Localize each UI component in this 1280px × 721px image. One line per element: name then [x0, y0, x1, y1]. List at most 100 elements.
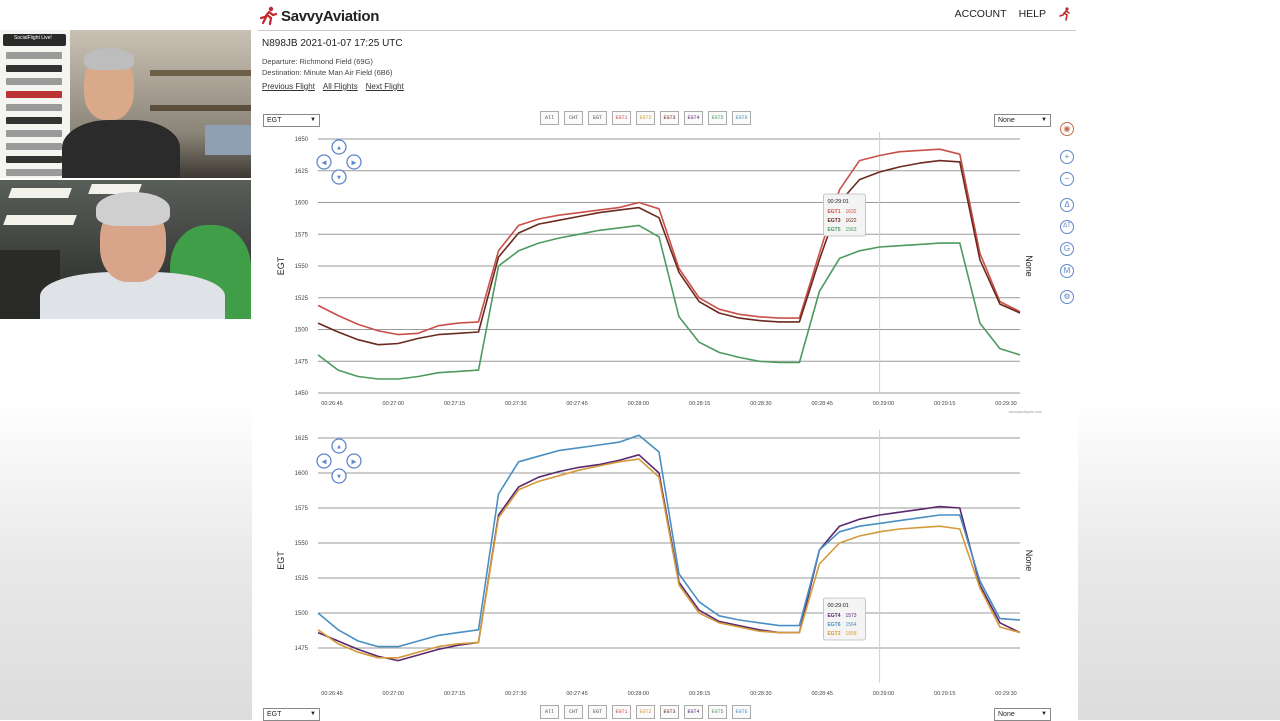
series-button-egt3[interactable]: EGT3 — [660, 111, 679, 125]
delta-icon[interactable]: Δ — [1060, 198, 1074, 212]
g-icon[interactable]: G — [1060, 242, 1074, 256]
y-tick-label: 1625 — [295, 436, 309, 442]
m-icon[interactable]: M — [1060, 264, 1074, 278]
all-flights-link[interactable]: All Flights — [322, 82, 358, 91]
series-button-egt2[interactable]: EGT2 — [636, 111, 655, 125]
right-axis-select[interactable]: None ▼ — [994, 114, 1051, 127]
pan-controls: ▲ ◀ ▶ ▼ — [316, 438, 362, 484]
pan-up-icon[interactable]: ▲ — [331, 139, 347, 155]
x-tick-label: 00:28:15 — [689, 691, 710, 697]
x-tick-label: 00:28:30 — [750, 691, 771, 697]
y-tick-label: 1650 — [295, 137, 309, 143]
destination-text: Destination: Minute Man Air Field (6B6) — [262, 68, 393, 77]
y-tick-label: 1625 — [295, 169, 309, 175]
series-toggle-buttons-bottom: All CHT EGT EGT1 EGT2 EGT3 EGT4 EGT5 EGT6 — [540, 705, 751, 719]
savvyaviation-logo[interactable]: SavvyAviation — [258, 6, 379, 26]
pan-up-icon[interactable]: ▲ — [331, 438, 347, 454]
x-tick-label: 00:26:45 — [321, 691, 342, 697]
chevron-down-icon: ▼ — [1041, 117, 1047, 123]
pan-right-icon[interactable]: ▶ — [346, 154, 362, 170]
y-tick-label: 1475 — [295, 646, 309, 652]
series-line-egt2 — [317, 458, 1021, 659]
chevron-down-icon: ▼ — [310, 711, 316, 717]
left-axis-select[interactable]: EGT ▼ — [263, 114, 320, 127]
x-tick-label: 00:27:45 — [566, 401, 587, 407]
zoom-out-icon[interactable]: − — [1060, 172, 1074, 186]
series-button-all[interactable]: All — [540, 111, 559, 125]
series-button-egt1[interactable]: EGT1 — [612, 705, 631, 719]
x-tick-label: 00:28:00 — [628, 401, 649, 407]
pan-down-icon[interactable]: ▼ — [331, 169, 347, 185]
series-button-egt3[interactable]: EGT3 — [660, 705, 679, 719]
series-button-egt5[interactable]: EGT5 — [708, 111, 727, 125]
series-toggle-buttons: All CHT EGT EGT1 EGT2 EGT3 EGT4 EGT5 EGT6 — [540, 111, 751, 125]
y-tick-label: 1475 — [295, 359, 309, 365]
right-axis-select-bottom[interactable]: None ▼ — [994, 708, 1051, 721]
sponsor-panel: SocialFlight Live! — [0, 30, 70, 178]
x-tick-label: 00:29:30 — [995, 691, 1016, 697]
next-flight-link[interactable]: Next Flight — [365, 82, 404, 91]
x-tick-label: 00:28:00 — [628, 691, 649, 697]
y-axis-label: EGT — [276, 256, 286, 275]
series-button-egt1[interactable]: EGT1 — [612, 111, 631, 125]
tooltip-series-name: EGT4 — [827, 613, 840, 619]
series-button-cht[interactable]: CHT — [564, 111, 583, 125]
pan-left-icon[interactable]: ◀ — [316, 453, 332, 469]
pan-left-icon[interactable]: ◀ — [316, 154, 332, 170]
logo-text: SavvyAviation — [281, 7, 380, 25]
x-tick-label: 00:27:45 — [566, 691, 587, 697]
egt-chart-bottom[interactable]: 1475 1500 1525 1550 1575 1600 1625 00:26:45 00:2… — [262, 426, 1062, 698]
left-axis-select-value: EGT — [267, 117, 282, 124]
tooltip-series-value: 1632 — [845, 209, 856, 215]
x-tick-label: 00:26:45 — [321, 401, 342, 407]
y-tick-label: 1525 — [295, 576, 309, 582]
x-tick-label: 00:27:00 — [383, 691, 404, 697]
y-tick-label: 1500 — [295, 328, 309, 334]
egt-chart-top[interactable]: 1450 1475 1500 1525 1550 1575 1600 1625 1650 00:2… — [262, 132, 1062, 417]
socialflight-logo — [3, 34, 66, 46]
tooltip-series-value: 1564 — [845, 622, 856, 628]
zoom-in-icon[interactable]: + — [1060, 150, 1074, 164]
pan-down-icon[interactable]: ▼ — [331, 468, 347, 484]
right-axis-select-bottom-value: None — [998, 711, 1015, 718]
watermark: savvyanalysis.com — [1009, 409, 1043, 414]
x-tick-label: 00:29:15 — [934, 401, 955, 407]
y-tick-label: 1525 — [295, 296, 309, 302]
series-button-egt4[interactable]: EGT4 — [684, 705, 703, 719]
svg-text:▼: ▼ — [336, 474, 342, 481]
tooltip-series-value: 1563 — [845, 227, 856, 233]
webcam-tile-host: SocialFlight Live! — [0, 30, 251, 178]
series-line-egt4 — [317, 453, 1021, 662]
series-line-egt1 — [317, 148, 1021, 336]
pan-right-icon[interactable]: ▶ — [346, 453, 362, 469]
help-link[interactable]: HELP — [1018, 8, 1046, 20]
series-button-egt4[interactable]: EGT4 — [684, 111, 703, 125]
series-button-all[interactable]: All — [540, 705, 559, 719]
series-button-egt2[interactable]: EGT2 — [636, 705, 655, 719]
header-divider — [258, 30, 1076, 31]
tooltip-series-name: EGT2 — [827, 631, 840, 637]
previous-flight-link[interactable]: Previous Flight — [262, 82, 315, 91]
svg-text:▶: ▶ — [352, 459, 358, 466]
series-button-egt5[interactable]: EGT5 — [708, 705, 727, 719]
account-link[interactable]: ACCOUNT — [954, 8, 1007, 20]
series-button-egt6[interactable]: EGT6 — [732, 705, 751, 719]
y-axis-label: EGT — [276, 551, 286, 570]
series-line-egt5 — [317, 224, 1021, 380]
pilot-avatar-icon[interactable]: ◉ — [1060, 122, 1074, 136]
gear-icon[interactable]: ⚙ — [1060, 290, 1074, 304]
series-button-egt[interactable]: EGT — [588, 705, 607, 719]
left-axis-select-bottom-value: EGT — [267, 711, 282, 718]
series-button-cht[interactable]: CHT — [564, 705, 583, 719]
hover-tooltip: 00:29:01 EGT4 1573 EGT6 1564 EGT2 1558 — [823, 597, 866, 641]
y-tick-label: 1500 — [295, 611, 309, 617]
series-line-egt3 — [317, 159, 1021, 346]
tooltip-series-name: EGT5 — [827, 227, 840, 233]
left-axis-select-bottom[interactable]: EGT ▼ — [263, 708, 320, 721]
delta-t-icon[interactable]: ΔT — [1060, 220, 1074, 234]
series-button-egt6[interactable]: EGT6 — [732, 111, 751, 125]
flight-nav-links: Previous Flight All Flights Next Flight — [262, 82, 404, 91]
y2-axis-label: None — [1024, 550, 1034, 572]
series-button-egt[interactable]: EGT — [588, 111, 607, 125]
x-tick-label: 00:27:00 — [383, 401, 404, 407]
